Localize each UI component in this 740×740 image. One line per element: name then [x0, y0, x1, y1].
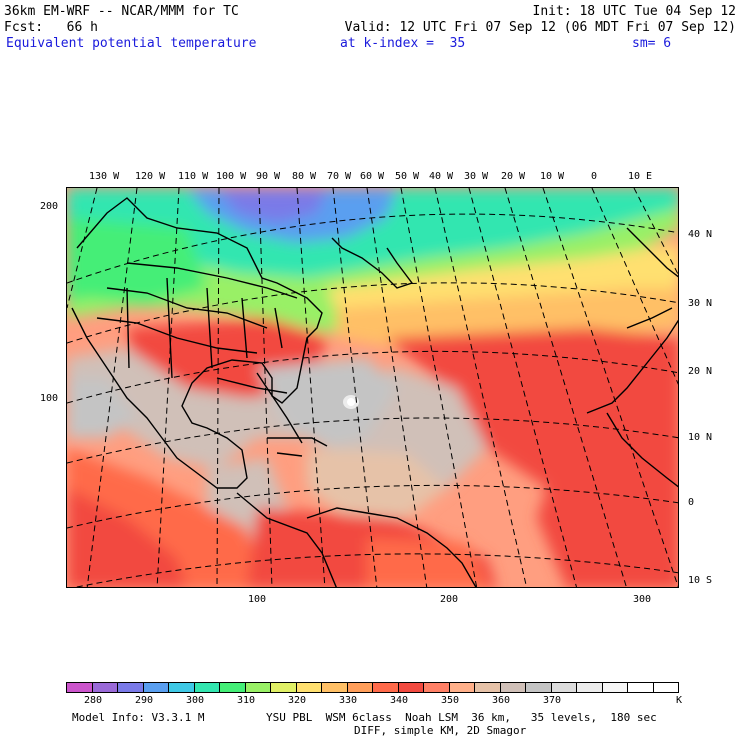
colorbar-swatch	[373, 683, 399, 692]
grid-x-tick: 300	[633, 594, 652, 605]
colorbar-swatch	[398, 683, 424, 692]
grid-x-tick: 100	[248, 594, 267, 605]
lat-lon-grid	[67, 188, 678, 587]
lon-tick: 60 W	[360, 171, 385, 182]
colorbar-swatch	[67, 683, 93, 692]
lon-tick: 10 E	[628, 171, 653, 182]
grid-x-tick: 200	[440, 594, 459, 605]
colorbar-label: 350	[441, 695, 460, 706]
lat-tick: 10 N	[688, 432, 713, 443]
lon-tick: 100 W	[216, 171, 247, 182]
colorbar-swatch	[602, 683, 628, 692]
colorbar-swatch	[500, 683, 526, 692]
colorbar-label: 290	[135, 695, 154, 706]
lon-tick: 70 W	[327, 171, 352, 182]
colorbar-swatch	[424, 683, 450, 692]
colorbar-swatch	[143, 683, 169, 692]
physics-options: YSU PBL WSM 6class Noah LSM 36 km, 35 le…	[266, 711, 657, 724]
model-info: Model Info: V3.3.1 M	[72, 711, 205, 724]
theta-e-map	[66, 187, 679, 588]
colorbar-label: 340	[390, 695, 409, 706]
field-name: Equivalent potential temperature	[6, 36, 257, 51]
grid-y-tick: 200	[40, 201, 59, 212]
field-shading	[67, 188, 678, 587]
colorbar-swatch	[118, 683, 144, 692]
colorbar-swatch	[628, 683, 654, 692]
diffusion-options: DIFF, simple KM, 2D Smagor	[354, 724, 527, 737]
colorbar-swatch	[526, 683, 552, 692]
lon-tick: 10 W	[540, 171, 565, 182]
colorbar-swatch	[194, 683, 220, 692]
colorbar-swatch	[577, 683, 603, 692]
colorbar-label: 360	[492, 695, 511, 706]
smoothing-label: sm= 6	[632, 36, 672, 51]
map-canvas	[67, 188, 678, 587]
colorbar-unit: K	[676, 695, 683, 706]
lon-tick: 120 W	[135, 171, 166, 182]
lon-tick: 30 W	[464, 171, 489, 182]
colorbar-swatch	[475, 683, 501, 692]
lat-tick: 40 N	[688, 229, 713, 240]
colorbar-swatch	[551, 683, 577, 692]
model-title: 36km EM-WRF -- NCAR/MMM for TC	[4, 4, 239, 19]
lon-tick: 50 W	[395, 171, 420, 182]
lon-tick: 90 W	[256, 171, 281, 182]
colorbar	[66, 682, 679, 693]
colorbar-swatch	[449, 683, 475, 692]
colorbar-label: 310	[237, 695, 256, 706]
lat-tick: 0	[688, 497, 695, 508]
colorbar-swatch	[322, 683, 348, 692]
lat-tick: 20 N	[688, 366, 713, 377]
colorbar-swatch	[347, 683, 373, 692]
lon-tick: 0	[591, 171, 598, 182]
k-index-label: at k-index = 35	[340, 36, 466, 51]
colorbar-label: 330	[339, 695, 358, 706]
colorbar-label: 320	[288, 695, 307, 706]
colorbar-swatch	[169, 683, 195, 692]
lat-tick: 30 N	[688, 298, 713, 309]
lon-tick: 110 W	[178, 171, 209, 182]
colorbar-label: 300	[186, 695, 205, 706]
lat-tick: 10 S	[688, 575, 713, 586]
colorbar-swatch	[296, 683, 322, 692]
init-time: Init: 18 UTC Tue 04 Sep 12	[532, 4, 737, 19]
colorbar-swatch	[653, 683, 678, 692]
forecast-hour: Fcst: 66 h	[4, 20, 98, 35]
coastlines	[71, 197, 678, 587]
colorbar-swatch	[271, 683, 297, 692]
lon-tick: 80 W	[292, 171, 317, 182]
colorbar-swatch	[245, 683, 271, 692]
lon-tick: 130 W	[89, 171, 120, 182]
colorbar-swatch	[220, 683, 246, 692]
grid-y-tick: 100	[40, 393, 59, 404]
valid-time: Valid: 12 UTC Fri 07 Sep 12 (06 MDT Fri …	[344, 20, 736, 35]
lon-tick: 20 W	[501, 171, 526, 182]
colorbar-swatch	[92, 683, 118, 692]
storm-eye	[347, 398, 355, 406]
colorbar-label: 280	[84, 695, 103, 706]
lon-tick: 40 W	[429, 171, 454, 182]
colorbar-label: 370	[543, 695, 562, 706]
